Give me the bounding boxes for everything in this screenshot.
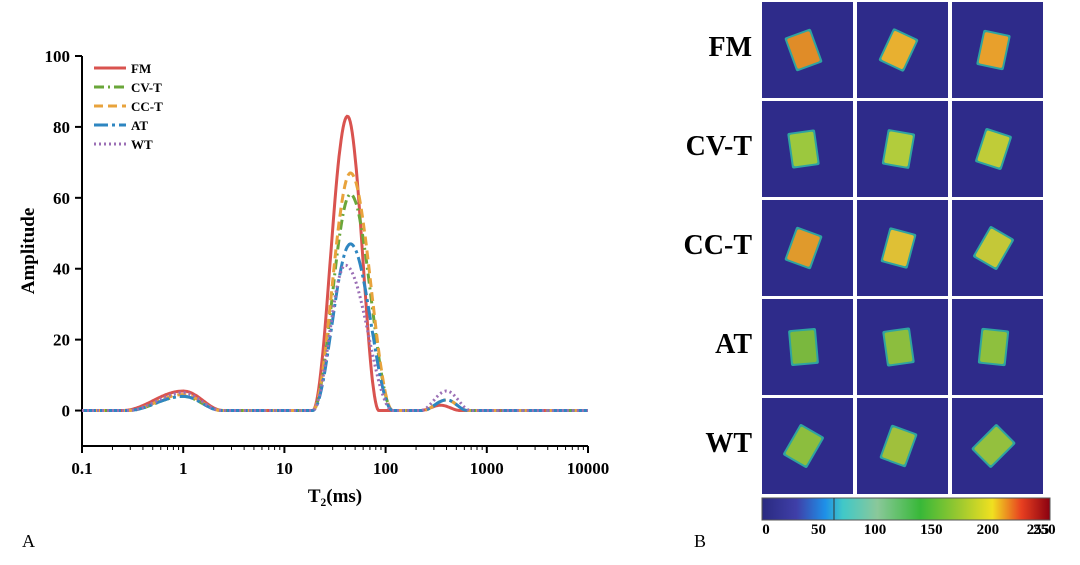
colorbar-tick-label: 50 xyxy=(810,522,826,538)
x-tick-label: 10 xyxy=(276,459,293,478)
mri-sample xyxy=(787,31,820,69)
legend-label-fm: FM xyxy=(131,61,151,76)
legend-label-at: AT xyxy=(131,118,148,133)
mri-row-label: CC-T xyxy=(683,230,752,261)
mri-sample xyxy=(785,426,822,466)
legend-label-cv-t: CV-T xyxy=(131,80,162,95)
y-tick-label: 0 xyxy=(62,402,71,421)
colorbar-tick-label: 100 xyxy=(863,522,887,538)
y-tick-label: 40 xyxy=(53,260,70,279)
mri-row-label: FM xyxy=(708,32,752,63)
mri-row-label: CV-T xyxy=(685,131,752,162)
colorbar-tick-label: 200 xyxy=(976,522,1000,538)
y-axis-label: Amplitude xyxy=(18,208,39,295)
colorbar xyxy=(761,497,1051,521)
mri-sample xyxy=(882,427,915,465)
mri-sample xyxy=(789,131,818,167)
mri-sample xyxy=(978,32,1009,68)
mri-sample xyxy=(974,427,1013,465)
colorbar-tick-label: 250 xyxy=(1033,522,1056,538)
panel-label-b: B xyxy=(694,531,707,551)
y-tick-label: 100 xyxy=(45,47,71,66)
mri-row-label: WT xyxy=(705,428,752,459)
y-tick-label: 60 xyxy=(53,189,70,208)
y-tick-label: 20 xyxy=(53,331,70,350)
x-tick-label: 1000 xyxy=(470,459,504,478)
mri-sample xyxy=(790,330,817,364)
x-tick-label: 10000 xyxy=(567,459,610,478)
mri-grid xyxy=(761,2,1051,521)
chart-legend: FM CV-T CC-T AT WT xyxy=(94,61,163,152)
mri-row-label: AT xyxy=(715,329,752,360)
series-line-wt xyxy=(82,263,588,412)
mri-sample xyxy=(977,130,1010,168)
x-tick-label: 0.1 xyxy=(71,459,92,478)
legend-label-cc-t: CC-T xyxy=(131,99,163,114)
mri-sample xyxy=(884,131,913,167)
x-tick-label: 1 xyxy=(179,459,188,478)
chart-curves xyxy=(82,114,588,412)
chart-axes: 0 20 40 60 80 100 0.1 1 10 100 1000 10000 T₂(ms) Ampl… xyxy=(18,47,609,507)
mri-sample xyxy=(980,330,1007,364)
x-axis-label: T₂(ms) xyxy=(308,486,362,507)
mri-sample xyxy=(884,329,913,365)
legend-label-wt: WT xyxy=(131,137,153,152)
mri-sample xyxy=(881,31,916,69)
mri-sample xyxy=(883,229,914,267)
panel-label-a: A xyxy=(22,531,35,551)
y-tick-label: 80 xyxy=(53,118,70,137)
x-tick-label: 100 xyxy=(373,459,399,478)
colorbar-tick-label: 150 xyxy=(920,522,943,538)
colorbar-tick-label: 0 xyxy=(762,522,770,538)
mri-sample xyxy=(975,228,1012,268)
colorbar-tick-label: 255 xyxy=(1026,522,1050,538)
mri-sample xyxy=(787,229,820,267)
